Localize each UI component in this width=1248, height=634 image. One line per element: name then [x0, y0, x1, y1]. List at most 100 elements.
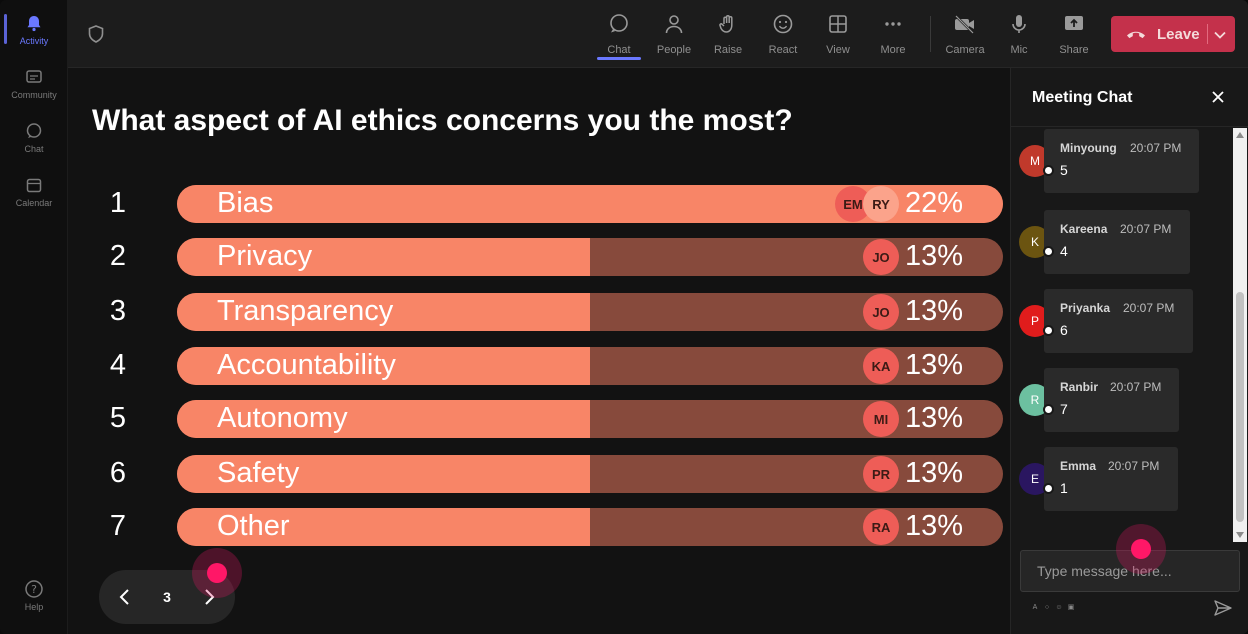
poll-option-row: 3 Transparency 13% JO — [68, 293, 1010, 331]
option-number: 1 — [109, 187, 127, 219]
voter-avatar: MI — [863, 401, 899, 437]
toolbar-divider — [930, 16, 931, 52]
option-result-bar: Bias 22% EM RY — [177, 185, 1003, 223]
option-label: Safety — [217, 457, 300, 489]
poll-question: What aspect of AI ethics concerns you th… — [92, 104, 793, 137]
share-button[interactable]: Share — [1048, 8, 1100, 60]
people-label: People — [656, 43, 692, 56]
rail-item-help[interactable]: ? Help — [0, 570, 68, 620]
option-result-bar: Other 13% RA — [177, 508, 1003, 546]
presence-dot — [1043, 246, 1054, 257]
mic-button[interactable]: Mic — [993, 8, 1045, 60]
option-percent: 22% — [904, 187, 963, 219]
message-timestamp: 20:07 PM — [1108, 459, 1160, 473]
presence-dot — [1043, 165, 1054, 176]
chevron-down-icon[interactable] — [1213, 28, 1227, 40]
mic-label: Mic — [1010, 43, 1028, 56]
option-result-bar: Transparency 13% JO — [177, 293, 1003, 331]
raise-hand-icon — [717, 13, 739, 40]
page-number: 3 — [163, 589, 171, 605]
sender-name: Minyoung — [1060, 141, 1117, 155]
message-text: 4 — [1060, 243, 1068, 259]
leave-label: Leave — [1157, 25, 1200, 43]
share-screen-icon — [1063, 13, 1085, 40]
chat-scrollbar[interactable] — [1233, 128, 1247, 542]
voter-avatar: KA — [863, 348, 899, 384]
scroll-up-arrow-icon[interactable] — [1236, 132, 1244, 138]
people-button[interactable]: People — [648, 8, 700, 60]
option-result-fill — [177, 347, 590, 385]
option-percent: 13% — [904, 402, 963, 434]
rail-label: Calendar — [15, 197, 53, 208]
poll-option-row: 4 Accountability 13% KA — [68, 347, 1010, 385]
option-label: Autonomy — [217, 402, 348, 434]
message-timestamp: 20:07 PM — [1110, 380, 1162, 394]
chevron-left-icon[interactable] — [113, 585, 137, 609]
leave-divider — [1207, 24, 1208, 44]
message-timestamp: 20:07 PM — [1120, 222, 1172, 236]
option-percent: 13% — [904, 295, 963, 327]
option-label: Accountability — [217, 349, 396, 381]
share-label: Share — [1059, 43, 1089, 56]
poll-option-row: 2 Privacy 13% JO — [68, 238, 1010, 276]
option-result-fill — [177, 508, 590, 546]
attach-icon[interactable]: ○ — [1044, 603, 1050, 611]
voter-avatar: JO — [863, 239, 899, 275]
presence-dot — [1043, 483, 1054, 494]
rail-item-activity[interactable]: Activity — [0, 4, 68, 54]
help-icon: ? — [24, 579, 44, 599]
option-percent: 13% — [904, 349, 963, 381]
raise-label: Raise — [713, 43, 743, 56]
message-text: 1 — [1060, 480, 1068, 496]
option-label: Bias — [217, 187, 274, 219]
option-number: 7 — [109, 510, 127, 542]
leave-button[interactable]: Leave — [1111, 16, 1235, 52]
gif-icon[interactable]: ▣ — [1067, 604, 1075, 611]
more-icon — [882, 13, 904, 40]
option-result-fill — [177, 455, 590, 493]
presence-dot — [1043, 404, 1054, 415]
close-icon[interactable] — [1209, 88, 1227, 106]
chat-button[interactable]: Chat — [593, 8, 645, 60]
more-button[interactable]: More — [867, 8, 919, 60]
message-bubble[interactable]: Minyoung 20:07 PM 5 — [1044, 129, 1199, 193]
option-result-bar: Privacy 13% JO — [177, 238, 1003, 276]
format-text-icon[interactable]: A — [1032, 603, 1038, 611]
view-button[interactable]: View — [812, 8, 864, 60]
sender-name: Emma — [1060, 459, 1097, 473]
message-bubble[interactable]: Ranbir 20:07 PM 7 — [1044, 368, 1179, 432]
rail-item-community[interactable]: Community — [0, 58, 68, 108]
rail-item-calendar[interactable]: Calendar — [0, 166, 68, 216]
grid-icon — [827, 13, 849, 40]
react-button[interactable]: React — [757, 8, 809, 60]
send-icon[interactable] — [1213, 598, 1233, 618]
scroll-down-arrow-icon[interactable] — [1236, 532, 1244, 538]
camera-button[interactable]: Camera — [939, 8, 991, 60]
rail-label: Chat — [24, 143, 44, 154]
meeting-toolbar: Chat People Raise React View — [68, 0, 1248, 68]
poll-option-row: 1 Bias 22% EM RY — [68, 185, 1010, 223]
voter-avatar: RY — [863, 186, 899, 222]
camera-label: Camera — [945, 43, 985, 56]
message-bubble[interactable]: Kareena 20:07 PM 4 — [1044, 210, 1190, 274]
react-label: React — [768, 43, 798, 56]
rail-item-chat[interactable]: Chat — [0, 112, 68, 162]
option-result-bar: Safety 13% PR — [177, 455, 1003, 493]
option-result-fill — [177, 238, 590, 276]
pointer-indicator — [1116, 524, 1166, 574]
view-label: View — [826, 43, 850, 56]
camera-off-icon — [953, 13, 977, 40]
message-bubble[interactable]: Emma 20:07 PM 1 — [1044, 447, 1178, 511]
shield-icon[interactable] — [86, 24, 106, 44]
scroll-thumb[interactable] — [1236, 292, 1244, 522]
option-number: 4 — [109, 349, 127, 381]
option-number: 5 — [109, 402, 127, 434]
message-bubble[interactable]: Priyanka 20:07 PM 6 — [1044, 289, 1193, 353]
raise-hand-button[interactable]: Raise — [702, 8, 754, 60]
pointer-indicator — [192, 548, 242, 598]
option-result-bar: Autonomy 13% MI — [177, 400, 1003, 438]
chat-label: Chat — [607, 43, 631, 56]
message-text: 6 — [1060, 322, 1068, 338]
emoji-icon[interactable]: ☺ — [1055, 603, 1063, 611]
